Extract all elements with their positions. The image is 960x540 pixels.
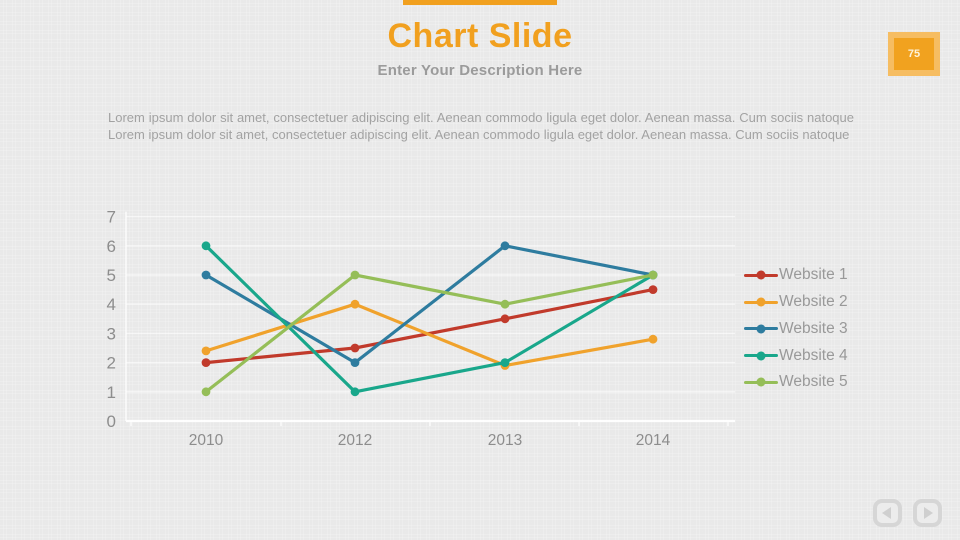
x-axis-label: 2010 bbox=[189, 432, 224, 449]
legend-item: Website 2 bbox=[744, 289, 848, 316]
data-point bbox=[500, 314, 510, 324]
data-point bbox=[648, 285, 658, 294]
series-line-website-5 bbox=[204, 273, 655, 394]
y-axis-label: 5 bbox=[107, 266, 116, 285]
legend-label: Website 5 bbox=[779, 373, 848, 391]
legend-dot-icon bbox=[756, 297, 766, 307]
slide-subtitle: Enter Your Description Here bbox=[377, 62, 583, 79]
legend-dot-icon bbox=[756, 270, 766, 280]
slide-nav bbox=[873, 499, 942, 527]
x-axis-label: 2013 bbox=[488, 432, 522, 449]
legend-marker-icon bbox=[744, 297, 778, 307]
x-axis-label: 2014 bbox=[636, 432, 671, 449]
data-point bbox=[350, 387, 360, 397]
data-point bbox=[500, 241, 510, 251]
legend-item: Website 5 bbox=[744, 369, 848, 396]
series-line-website-4 bbox=[204, 244, 655, 394]
legend-marker-icon bbox=[744, 377, 778, 387]
data-point bbox=[648, 270, 658, 280]
legend-dot-icon bbox=[756, 324, 766, 334]
data-point bbox=[350, 358, 360, 367]
right-arrow-icon bbox=[924, 507, 933, 519]
legend-item: Website 3 bbox=[744, 316, 848, 343]
page-number-badge: 75 bbox=[888, 32, 940, 76]
series-line-website-2 bbox=[204, 302, 655, 368]
body-text: Lorem ipsum dolor sit amet, consectetuer… bbox=[108, 110, 854, 143]
y-axis-label: 6 bbox=[107, 237, 116, 256]
y-axis-label: 4 bbox=[107, 295, 116, 314]
y-axis-label: 3 bbox=[107, 324, 116, 343]
top-accent-bar bbox=[403, 0, 557, 5]
legend-label: Website 2 bbox=[779, 293, 848, 311]
page-number: 75 bbox=[894, 38, 934, 70]
data-point bbox=[500, 358, 510, 367]
data-point bbox=[350, 343, 360, 353]
legend-item: Website 1 bbox=[744, 262, 848, 289]
legend-marker-icon bbox=[744, 270, 778, 280]
data-point bbox=[350, 270, 360, 280]
legend-label: Website 1 bbox=[779, 266, 848, 284]
legend-marker-icon bbox=[744, 324, 778, 334]
data-point bbox=[648, 334, 658, 344]
legend-dot-icon bbox=[756, 351, 766, 361]
x-axis-label: 2012 bbox=[338, 432, 372, 449]
prev-slide-button[interactable] bbox=[873, 499, 902, 527]
y-axis-label: 1 bbox=[107, 383, 116, 402]
y-axis-label: 2 bbox=[107, 354, 116, 373]
next-slide-button[interactable] bbox=[913, 499, 942, 527]
legend-item: Website 4 bbox=[744, 342, 848, 369]
y-axis-label: 0 bbox=[107, 412, 116, 431]
legend-marker-icon bbox=[744, 351, 778, 361]
legend-dot-icon bbox=[756, 377, 766, 387]
slide-title: Chart Slide bbox=[387, 17, 573, 55]
legend-label: Website 4 bbox=[779, 346, 848, 364]
data-point bbox=[201, 358, 211, 367]
line-chart: 0 1 2 3 4 5 6 7 2010 2012 2013 2014 bbox=[107, 208, 735, 449]
data-point bbox=[201, 270, 211, 280]
data-point bbox=[201, 346, 211, 356]
data-point bbox=[201, 241, 211, 251]
y-axis-label: 7 bbox=[107, 208, 116, 227]
data-point bbox=[201, 387, 211, 397]
data-point bbox=[350, 299, 360, 309]
chart-legend: Website 1 Website 2 Website 3 Website 4 Webs… bbox=[744, 262, 848, 396]
data-point bbox=[500, 299, 510, 309]
legend-label: Website 3 bbox=[779, 319, 848, 337]
left-arrow-icon bbox=[882, 507, 891, 519]
